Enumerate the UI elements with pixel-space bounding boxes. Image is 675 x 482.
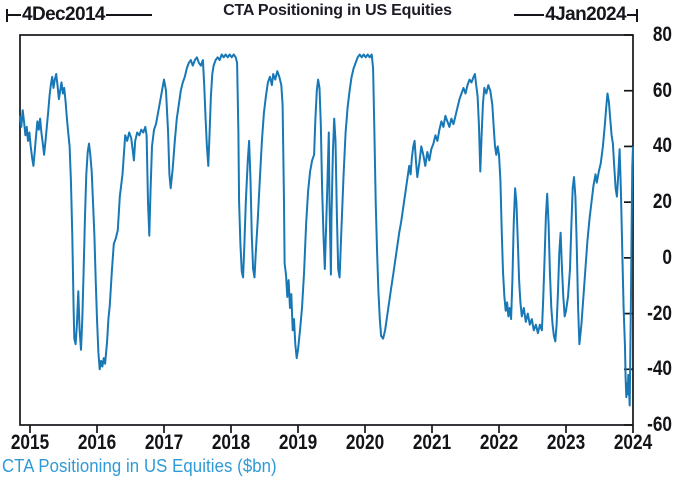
y-tick-label: -60: [647, 413, 672, 436]
range-end-cap-icon: [636, 8, 638, 22]
range-start-line-tail: [105, 14, 152, 16]
x-tick-label: 2016: [77, 431, 117, 454]
x-tick-label: 2022: [479, 431, 519, 454]
range-start-label: 4Dec2014: [22, 4, 105, 25]
range-start-cap-icon: [6, 8, 8, 22]
x-tick-label: 2017: [144, 431, 184, 454]
range-start-line: [8, 14, 21, 16]
data-line-cta-positioning: [19, 53, 634, 407]
x-tick-label: 2023: [546, 431, 586, 454]
range-end-label: 4Jan2024: [545, 4, 626, 25]
chart-title: CTA Positioning in US Equities: [223, 2, 452, 19]
x-tick-label: 2015: [10, 431, 50, 454]
date-range-end-annotation: 4Jan2024: [514, 4, 638, 25]
x-tick-label: 2019: [278, 431, 318, 454]
y-tick-label: 60: [652, 78, 672, 102]
x-tick-label: 2018: [211, 431, 251, 454]
y-tick-label: 0: [662, 245, 672, 269]
y-tick-label: 40: [652, 134, 672, 158]
y-tick-label: -20: [647, 301, 672, 325]
y-tick-label: 80: [652, 23, 672, 46]
plot-border: [19, 34, 634, 426]
legend-label: CTA Positioning in US Equities ($bn): [2, 456, 277, 476]
range-end-line: [514, 14, 545, 16]
date-range-start-annotation: 4Dec2014: [6, 4, 152, 25]
y-tick-label: -40: [647, 357, 672, 381]
x-tick-label: 2021: [412, 431, 452, 454]
y-tick-label: 20: [652, 190, 672, 214]
range-end-line-tail: [627, 14, 636, 16]
x-tick-label: 2024: [613, 431, 653, 454]
x-tick-label: 2020: [345, 431, 385, 454]
